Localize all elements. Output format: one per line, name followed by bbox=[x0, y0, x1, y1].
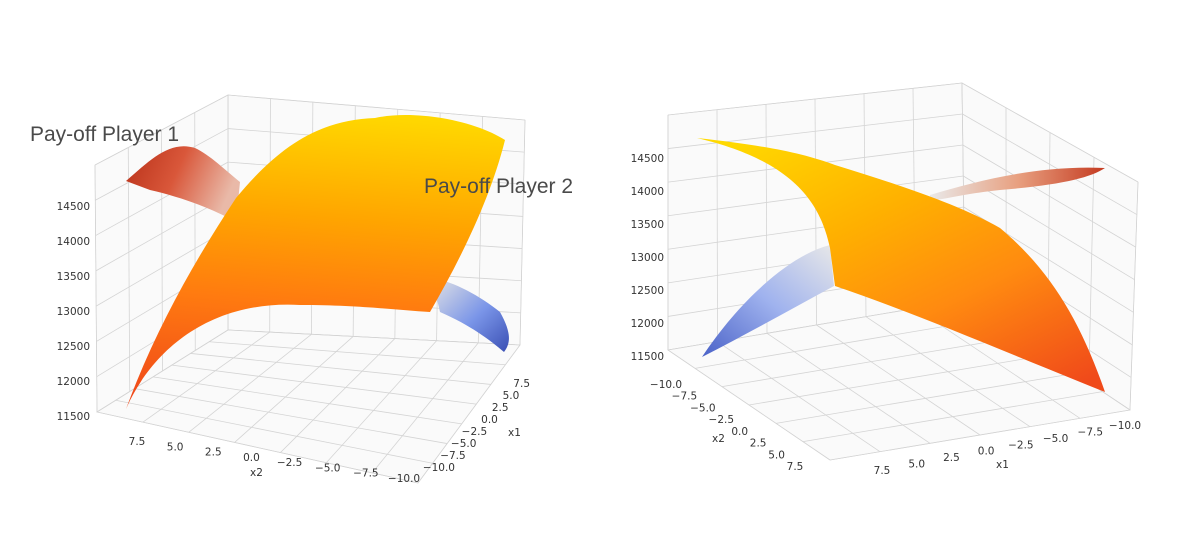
left-z-tick: 12000 bbox=[57, 376, 90, 388]
left-side-wall-gridline bbox=[127, 147, 131, 392]
right-x2-tick: 2.5 bbox=[750, 438, 767, 450]
left-x1-tick-labels: 7.55.02.50.0−2.5−5.0−7.5−10.0 bbox=[423, 378, 530, 474]
left-z-tick: 11500 bbox=[57, 411, 90, 423]
left-floor-gridline bbox=[153, 376, 462, 425]
right-z-tick: 14500 bbox=[631, 153, 664, 165]
left-x1-tick: −5.0 bbox=[451, 438, 477, 450]
right-x1-tick-labels: 7.5 5.0 2.5 0.0 −2.5 −5.0 −7.5 −10.0 bbox=[874, 420, 1141, 477]
right-floor-gridline bbox=[915, 308, 1081, 419]
left-floor-gridline bbox=[134, 388, 448, 444]
left-floor-gridline bbox=[325, 340, 437, 463]
left-floor-gridline bbox=[190, 353, 491, 385]
left-x1-tick: 7.5 bbox=[513, 378, 530, 390]
right-floor-gridline bbox=[717, 341, 881, 452]
left-player1-blue-flap bbox=[432, 278, 509, 352]
left-surface-player1 bbox=[126, 146, 509, 352]
left-z-tick: 13000 bbox=[57, 306, 90, 318]
left-floor-gridline bbox=[188, 333, 312, 433]
right-player1-blue-flap bbox=[702, 245, 834, 357]
left-x2-tick: 0.0 bbox=[243, 452, 260, 464]
right-back-wall-gridline bbox=[716, 109, 718, 342]
right-z-tick: 12000 bbox=[631, 318, 664, 330]
left-x2-tick: −7.5 bbox=[353, 468, 379, 480]
right-x1-tick: −7.5 bbox=[1078, 426, 1104, 438]
left-side-wall-gridline bbox=[94, 164, 98, 413]
left-floor-gridline bbox=[371, 342, 479, 474]
left-floor-gridline bbox=[96, 329, 229, 413]
left-x1-tick: −7.5 bbox=[440, 450, 466, 462]
left-x1-tick: 5.0 bbox=[503, 390, 520, 402]
left-x2-tick: 5.0 bbox=[167, 441, 184, 453]
left-floor-gridline bbox=[280, 338, 396, 453]
right-player1-red-flap bbox=[930, 167, 1105, 201]
left-floor-gridline bbox=[115, 399, 433, 464]
right-x1-tick: 2.5 bbox=[943, 452, 960, 464]
right-x2-tick: 7.5 bbox=[787, 461, 804, 473]
left-x2-axis-label: x2 bbox=[250, 467, 263, 479]
right-z-tick: 13000 bbox=[631, 252, 664, 264]
left-x1-tick: −2.5 bbox=[462, 426, 488, 438]
left-x2-tick: −5.0 bbox=[315, 462, 341, 474]
right-x1-tick: 0.0 bbox=[978, 446, 995, 458]
right-x2-tick-labels: −10.0−7.5−5.0−2.50.02.55.07.5 bbox=[650, 379, 803, 473]
left-floor-gridline bbox=[142, 331, 270, 423]
left-back-wall-gridline bbox=[227, 94, 526, 121]
left-z-tick: 14500 bbox=[57, 201, 90, 213]
left-floor-gridline bbox=[96, 411, 419, 484]
right-x2-axis-label: x2 bbox=[712, 433, 725, 445]
right-x2-tick: −2.5 bbox=[709, 414, 735, 426]
right-x1-axis-label: x1 bbox=[996, 459, 1009, 471]
right-side-wall-gridline bbox=[1129, 181, 1139, 411]
right-surface-player2 bbox=[697, 138, 1105, 392]
right-x2-tick: −7.5 bbox=[672, 391, 698, 403]
left-back-wall-gridline bbox=[519, 119, 526, 346]
left-floor-gridline bbox=[234, 336, 354, 443]
label-payoff-player1: Pay-off Player 1 bbox=[30, 123, 179, 146]
left-x1-tick: 2.5 bbox=[492, 402, 509, 414]
left-x2-tick: 2.5 bbox=[205, 447, 222, 459]
left-floor-gridline bbox=[209, 341, 506, 366]
left-surface-player2 bbox=[126, 114, 505, 410]
right-x2-tick: −10.0 bbox=[650, 379, 682, 391]
right-floor-gridline bbox=[766, 333, 931, 444]
right-floor-gridline bbox=[667, 349, 831, 461]
right-floor-gridline bbox=[865, 316, 1031, 427]
right-x2-tick: 5.0 bbox=[768, 449, 785, 461]
left-x2-tick-labels: 7.5 5.0 2.5 0.0 −2.5 −5.0 −7.5 −10.0 bbox=[129, 436, 420, 485]
left-x2-tick: −2.5 bbox=[277, 457, 303, 469]
left-z-tick: 13500 bbox=[57, 271, 90, 283]
right-x2-tick: −5.0 bbox=[690, 402, 716, 414]
left-x1-axis-label: x1 bbox=[508, 427, 521, 439]
right-floor-gridline bbox=[816, 324, 981, 436]
right-x1-tick: −10.0 bbox=[1109, 420, 1141, 432]
left-x1-tick: −10.0 bbox=[423, 462, 455, 474]
right-z-tick: 12500 bbox=[631, 285, 664, 297]
label-payoff-player2: Pay-off Player 2 bbox=[424, 175, 573, 198]
left-z-tick-labels: 14500 14000 13500 13000 12500 12000 11500 bbox=[57, 201, 90, 423]
right-x1-tick: 5.0 bbox=[908, 459, 925, 471]
right-x1-tick: −5.0 bbox=[1043, 433, 1069, 445]
right-x1-tick: −2.5 bbox=[1008, 439, 1034, 451]
right-z-tick: 14000 bbox=[631, 186, 664, 198]
right-z-tick: 13500 bbox=[631, 219, 664, 231]
left-z-tick: 14000 bbox=[57, 236, 90, 248]
left-floor-gridline bbox=[227, 329, 521, 346]
left-player1-red-flap bbox=[126, 146, 240, 222]
left-z-tick: 12500 bbox=[57, 341, 90, 353]
left-x2-tick: −10.0 bbox=[388, 473, 420, 485]
right-side-wall-gridline bbox=[1088, 157, 1095, 383]
right-x2-tick: 0.0 bbox=[731, 426, 748, 438]
left-x1-tick: 0.0 bbox=[481, 414, 498, 426]
right-z-tick: 11500 bbox=[631, 351, 664, 363]
right-z-tick-labels: 14500 14000 13500 13000 12500 12000 11500 bbox=[631, 153, 664, 363]
left-x2-tick: 7.5 bbox=[129, 436, 146, 448]
left-floor-gridline bbox=[417, 344, 521, 484]
left-floor-gridline bbox=[171, 364, 477, 405]
right-x1-tick: 7.5 bbox=[874, 465, 891, 477]
